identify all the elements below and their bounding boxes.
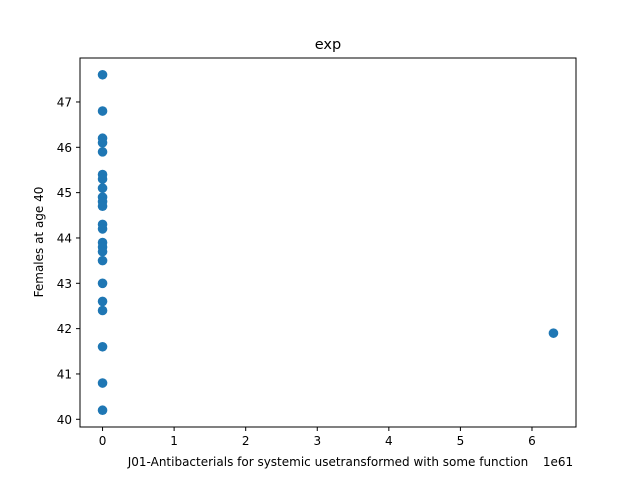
plot-frame <box>79 57 577 428</box>
data-point <box>97 255 108 266</box>
points-layer <box>97 69 559 416</box>
y-tick-label: 40 <box>57 413 72 427</box>
x-axis-offset-label: 1e61 <box>543 455 573 469</box>
y-axis-label: Females at age 40 <box>32 187 46 298</box>
data-point <box>97 278 108 289</box>
data-point <box>97 106 108 116</box>
x-tick-label: 4 <box>385 434 393 448</box>
data-point <box>97 296 108 307</box>
data-point <box>97 405 108 416</box>
chart-title: exp <box>315 37 341 53</box>
y-tick-label: 47 <box>57 95 72 109</box>
x-tick-label: 2 <box>242 434 250 448</box>
y-tick-label: 46 <box>57 141 72 155</box>
data-point <box>97 378 108 388</box>
data-point <box>548 328 559 338</box>
data-point <box>97 305 108 316</box>
y-tick-label: 43 <box>57 277 72 291</box>
x-tick-label: 6 <box>528 434 536 448</box>
data-point <box>97 174 108 184</box>
data-point <box>97 341 108 352</box>
data-point <box>97 246 108 257</box>
x-axis-ticks: 0 1 2 3 4 5 6 <box>99 427 536 448</box>
data-point <box>97 69 108 80</box>
y-tick-label: 44 <box>57 231 72 245</box>
data-point <box>97 137 108 148</box>
data-point <box>97 183 108 193</box>
data-point <box>97 224 108 234</box>
data-point <box>97 201 108 212</box>
y-tick-label: 41 <box>57 367 72 381</box>
y-tick-label: 42 <box>57 322 72 336</box>
x-tick-label: 1 <box>170 434 178 448</box>
y-axis-ticks: 40 41 42 43 44 45 46 47 <box>57 95 80 427</box>
x-tick-label: 0 <box>99 434 107 448</box>
x-axis-label: J01-Antibacterials for systemic usetrans… <box>127 455 529 469</box>
data-point <box>97 147 108 157</box>
x-tick-label: 5 <box>457 434 465 448</box>
x-tick-label: 3 <box>313 434 321 448</box>
y-tick-label: 45 <box>57 186 72 200</box>
